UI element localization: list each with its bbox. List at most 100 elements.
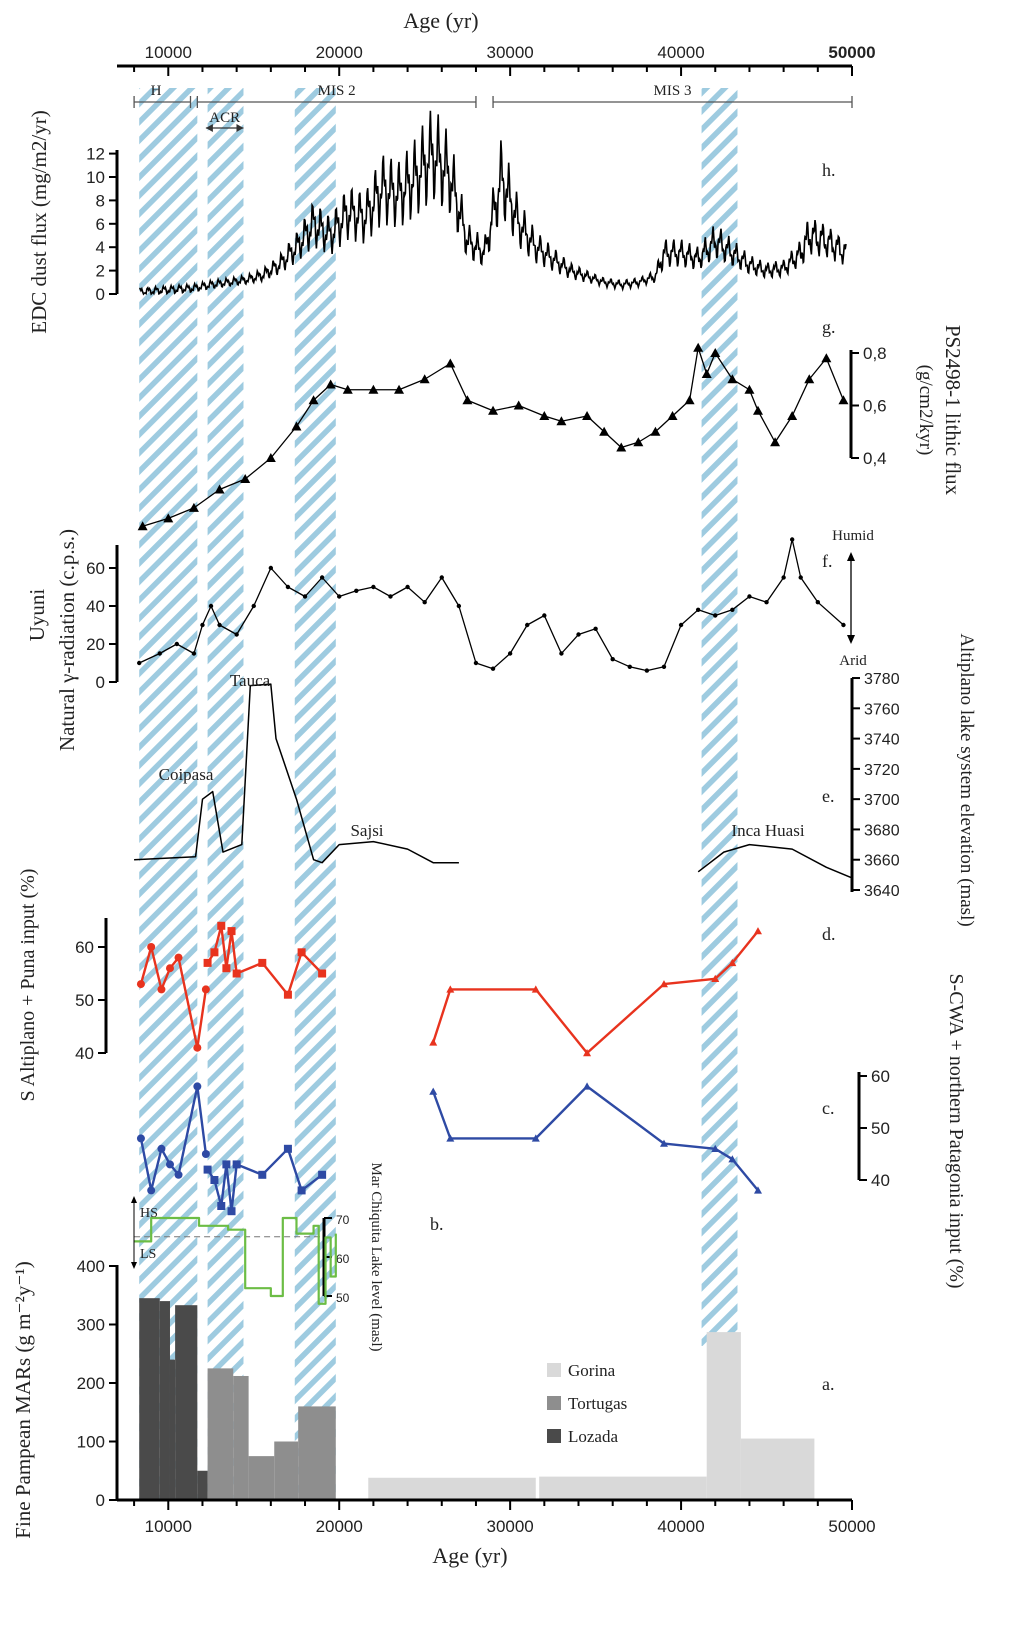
triangle-marker <box>539 411 550 420</box>
square-marker <box>203 1165 212 1174</box>
triangle-marker <box>556 416 567 426</box>
circle-marker <box>136 1134 145 1143</box>
edc-y-axis-label: 2 <box>96 262 105 281</box>
triangle-marker <box>727 374 738 384</box>
mar-bar <box>207 1368 234 1500</box>
circle-marker <box>157 985 166 994</box>
period-label: MIS 2 <box>318 83 356 99</box>
altiplano-y-axis-label: 3660 <box>864 853 900 870</box>
lake-level-line <box>134 683 459 864</box>
triangle-marker <box>531 985 540 993</box>
panel-letter: d. <box>822 924 836 944</box>
square-marker <box>217 1202 226 1210</box>
triangle-marker <box>821 353 832 363</box>
triangle-marker <box>753 1186 762 1194</box>
lake-phase-label: Coipasa <box>159 765 214 784</box>
mar-y-axis-label: 400 <box>77 1257 105 1276</box>
panel-f-uyuni: 0 20 40 60 Uyuni Natural γ-radiation (c.p.s.)… <box>25 528 874 751</box>
triangle-marker <box>659 1139 668 1147</box>
dot-marker <box>354 588 359 593</box>
edc-y-axis-label: 4 <box>96 238 105 257</box>
altiplano-y-title: Altiplano lake system elevation (masl) <box>956 633 977 926</box>
dot-marker <box>627 664 632 669</box>
dot-marker <box>174 641 180 647</box>
dot-marker <box>798 575 803 580</box>
altiplano-input-y-axis-label: 40 <box>75 1044 94 1063</box>
edc-dust-series-line <box>139 110 847 296</box>
dot-marker <box>217 622 222 628</box>
edc-y-title: EDC dust flux (mg/m2/yr) <box>27 110 51 333</box>
top-tick-label: 20000 <box>316 43 363 62</box>
dot-marker <box>285 584 291 590</box>
dot-marker <box>695 607 701 612</box>
square-marker <box>227 1207 236 1216</box>
triangle-marker <box>633 437 644 447</box>
circle-marker <box>193 1043 202 1052</box>
square-marker <box>283 990 292 999</box>
triangle-marker <box>368 384 379 394</box>
dot-marker <box>490 666 496 671</box>
dot-marker <box>789 537 795 542</box>
circle-marker <box>147 943 156 951</box>
triangle-marker <box>137 521 148 531</box>
mar-y-title: Fine Pampean MARs (g m⁻²y⁻¹) <box>11 1261 35 1538</box>
dot-marker <box>815 600 821 605</box>
altiplano-y-axis-label: 3720 <box>864 762 900 779</box>
square-marker <box>232 969 241 978</box>
triangle-marker <box>446 1134 455 1142</box>
mar-y-axis-label: 100 <box>77 1433 105 1452</box>
uyuni-y-axis-label: 20 <box>86 635 105 654</box>
period-label: MIS 3 <box>654 83 692 99</box>
dot-marker <box>644 668 650 673</box>
triangle-marker <box>616 442 627 452</box>
legend-label: Tortugas <box>568 1394 627 1413</box>
triangle-marker <box>753 927 762 935</box>
bottom-tick-label: 30000 <box>486 1517 533 1536</box>
square-marker <box>203 958 212 967</box>
triangle-marker <box>163 513 174 523</box>
triangle-marker <box>583 1049 592 1057</box>
dot-marker <box>841 622 846 628</box>
square-marker <box>283 1144 292 1153</box>
triangle-marker <box>684 395 695 405</box>
shaded-time-bands <box>139 88 738 1500</box>
triangle-marker <box>838 395 849 405</box>
uyuni-title: Uyuni <box>25 589 49 642</box>
altiplano-y-axis-label: 3640 <box>864 883 900 900</box>
altiplano-y-axis-label: 3680 <box>864 822 900 839</box>
hatched-band <box>701 88 738 1346</box>
mar-y-axis-label: 0 <box>96 1491 105 1510</box>
mar-bar <box>539 1476 707 1500</box>
dot-marker <box>234 632 239 637</box>
lake-phase-label: Sajsi <box>350 821 383 840</box>
bottom-age-axis: 10000 20000 30000 40000 50000 Age (yr) <box>117 1498 876 1568</box>
mar-bar <box>298 1406 336 1500</box>
ps2498-y-axis-label: 0,8 <box>863 344 887 363</box>
triangle-marker <box>291 421 302 431</box>
mar-chiquita-y-axis-label: 70 <box>336 1213 350 1227</box>
mar-bar <box>175 1305 198 1500</box>
legend-swatch <box>547 1396 561 1410</box>
panel-letter: g. <box>822 317 836 337</box>
panel-c-s-cwa: 40 50 60 S-CWA + northern Patagonia input (… <box>136 973 967 1289</box>
panel-letter: f. <box>822 551 833 571</box>
altiplano-input-y-axis-label: 60 <box>75 938 94 957</box>
uyuni-y-axis-label: 40 <box>86 597 105 616</box>
humid-label: Humid <box>832 528 874 544</box>
lake-level-line <box>697 843 853 879</box>
triangle-marker <box>582 411 593 420</box>
ps2498-y-unit: (g/cm2/kyr) <box>915 365 936 456</box>
mar-y-axis-label: 200 <box>77 1374 105 1393</box>
mar-y-axis-label: 300 <box>77 1316 105 1335</box>
mar-bar <box>169 1359 176 1500</box>
edc-y-axis-label: 8 <box>96 191 105 210</box>
top-tick-label: 50000 <box>828 43 875 62</box>
triangle-marker <box>787 411 798 420</box>
cwa-input-y-title: S-CWA + northern Patagonia input (%) <box>945 973 967 1288</box>
ps2498-y-axis-label: 0,6 <box>863 397 887 416</box>
dot-marker <box>747 594 752 599</box>
bottom-tick-label: 50000 <box>828 1517 875 1536</box>
square-marker <box>297 948 306 957</box>
triangle-marker <box>711 1144 720 1152</box>
altiplano-input-series-line <box>206 924 323 996</box>
